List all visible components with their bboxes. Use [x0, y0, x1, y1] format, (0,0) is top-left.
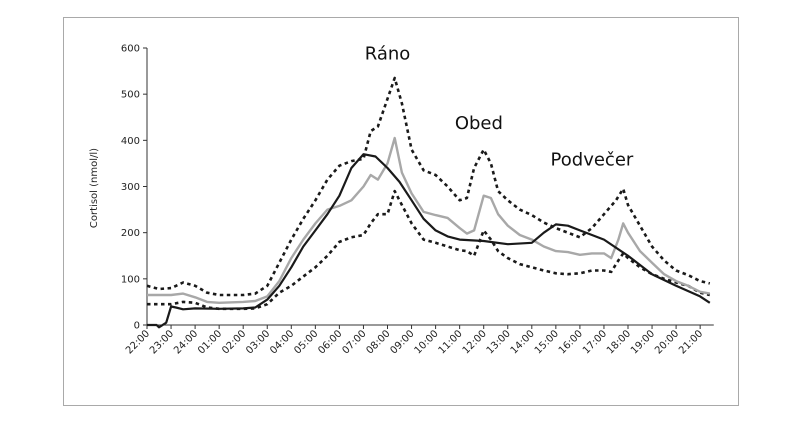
y-tick-label: 100 [121, 274, 140, 285]
x-tick-label: 01:00 [196, 328, 224, 356]
x-tick-label: 21:00 [677, 328, 705, 356]
x-tick-label: 17:00 [581, 328, 609, 356]
chart-frame [63, 17, 739, 406]
x-tick-label: 16:00 [557, 328, 585, 356]
x-tick-label: 02:00 [220, 328, 248, 356]
series-line-dotted-lower [147, 189, 711, 311]
x-tick-label: 08:00 [364, 328, 392, 356]
y-tick-label: 0 [134, 321, 140, 332]
annotation-layer: Ráno Obed Podvečer [365, 44, 634, 171]
x-tick-label: 07:00 [340, 328, 368, 356]
series-line-dotted-upper [146, 76, 711, 297]
x-tick-label: 03:00 [244, 328, 272, 356]
x-tick-label: 05:00 [292, 328, 320, 356]
y-tick-label: 600 [121, 44, 140, 55]
x-tick-label: 10:00 [413, 328, 441, 356]
y-tick-label: 500 [121, 90, 140, 101]
y-tick-label: 300 [121, 182, 140, 193]
x-tick-label: 14:00 [509, 328, 537, 356]
x-tick-label: 18:00 [605, 328, 633, 356]
x-tick-label: 04:00 [268, 328, 296, 356]
x-tick-label: 20:00 [653, 328, 681, 356]
x-tick-label: 11:00 [437, 328, 465, 356]
x-tick-label: 22:00 [124, 328, 152, 356]
x-tick-label: 09:00 [389, 328, 417, 356]
x-tick-label: 06:00 [316, 328, 344, 356]
y-tick-label: 400 [121, 136, 140, 147]
x-tick-label: 23:00 [148, 328, 176, 356]
x-tick-label: 12:00 [461, 328, 489, 356]
series-layer [146, 76, 711, 329]
annotation-label: Podvečer [551, 150, 634, 171]
x-tick-label: 13:00 [485, 328, 513, 356]
series-line-solid-black [147, 153, 711, 329]
x-tick-label: 24:00 [172, 328, 200, 356]
annotation-label: Obed [455, 113, 503, 134]
y-axis-label: Cortisol (nmol/l) [89, 148, 100, 228]
x-tick-label: 19:00 [629, 328, 657, 356]
series-line-solid-grey [147, 136, 711, 304]
y-tick-label: 200 [121, 228, 140, 239]
x-tick-label: 15:00 [533, 328, 561, 356]
annotation-label: Ráno [365, 44, 411, 65]
